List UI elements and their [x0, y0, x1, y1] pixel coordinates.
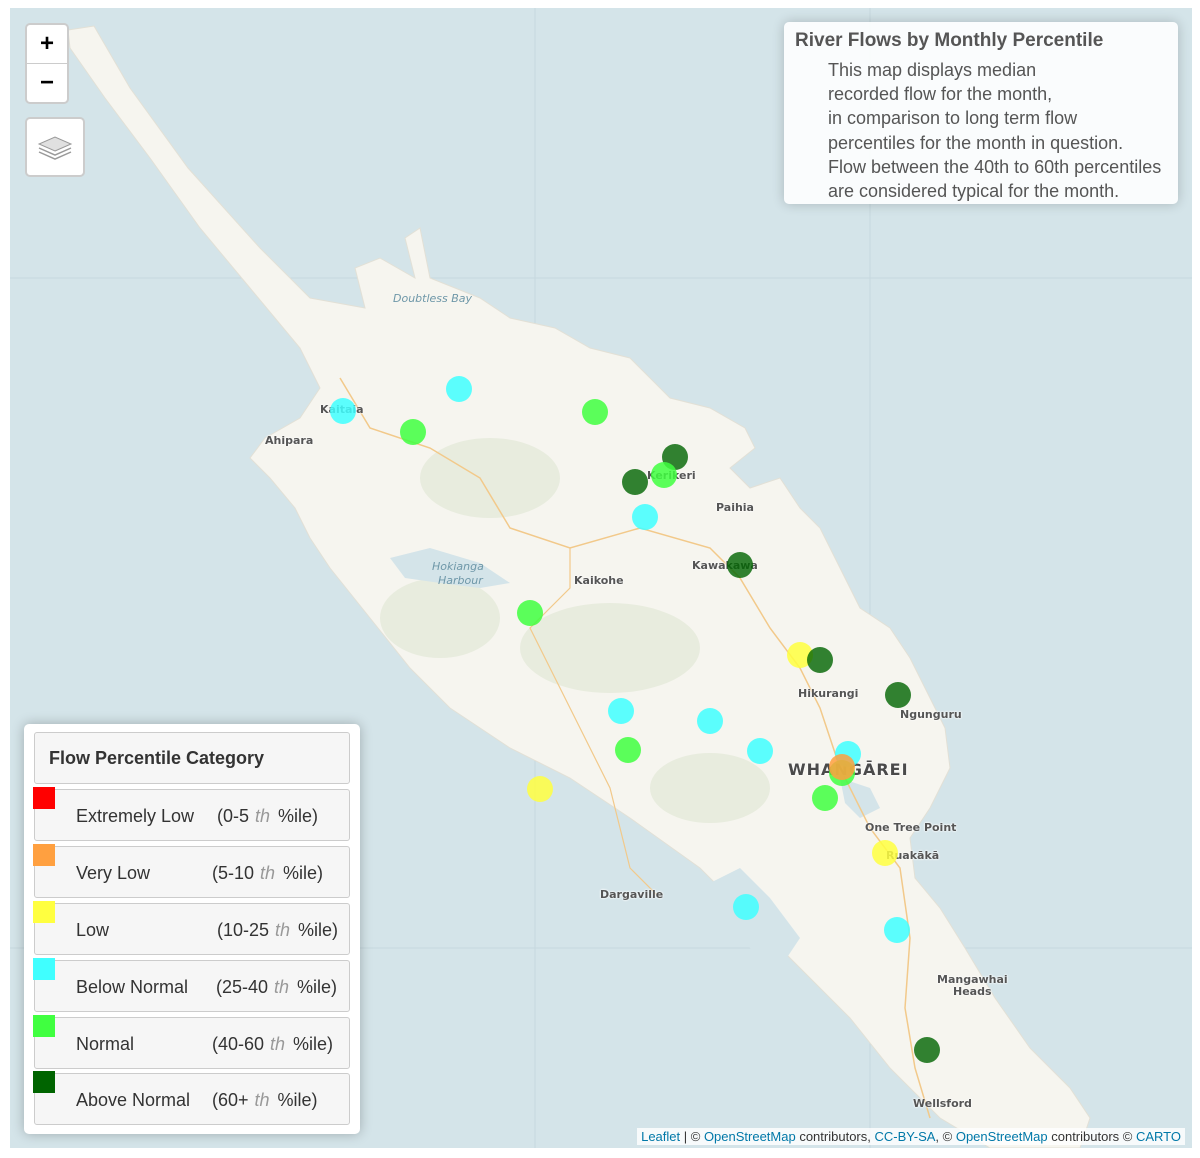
attribution-text: contributors © [1047, 1129, 1136, 1144]
carto-link[interactable]: CARTO [1135, 1129, 1181, 1144]
terrain-patch [650, 753, 770, 823]
ccbysa-link[interactable]: CC-BY-SA [874, 1129, 936, 1144]
flow-site-marker[interactable] [829, 754, 855, 780]
place-mangawhai-heads: Heads [953, 985, 992, 998]
flow-site-marker[interactable] [527, 776, 553, 802]
flow-site-marker[interactable] [400, 419, 426, 445]
legend-row: Above Normal (60+ th %ile) [33, 1071, 350, 1125]
flow-site-marker[interactable] [733, 894, 759, 920]
legend-swatch [33, 958, 55, 980]
legend: Flow Percentile Category Extremely Low (… [24, 724, 360, 1134]
legend-swatch [33, 901, 55, 923]
legend-title: Flow Percentile Category [49, 748, 265, 768]
legend-row: Normal (40-60 th %ile) [33, 1015, 350, 1069]
place-wellsford: Wellsford [913, 1097, 972, 1110]
flow-site-marker[interactable] [330, 398, 356, 424]
place-dargaville: Dargaville [600, 888, 664, 901]
attribution-text: contributors, [795, 1129, 875, 1144]
place-ahipara: Ahipara [265, 434, 314, 447]
flow-site-marker[interactable] [608, 698, 634, 724]
flow-site-marker[interactable] [446, 376, 472, 402]
road-sh12 [529, 548, 661, 899]
place-paihia: Paihia [716, 501, 754, 514]
place-one-tree-point: One Tree Point [865, 821, 957, 834]
legend-row: Low (10-25 th %ile) [33, 901, 350, 955]
legend-name: Very Low [76, 863, 151, 883]
flow-site-marker[interactable] [651, 462, 677, 488]
flow-site-marker[interactable] [697, 708, 723, 734]
legend-range: (60+ th %ile) [212, 1090, 318, 1110]
place-ngunguru: Ngunguru [900, 708, 962, 721]
attribution-text: | © [680, 1129, 704, 1144]
layers-icon [37, 136, 73, 160]
legend-swatch [33, 844, 55, 866]
zoom-out-button[interactable]: − [39, 69, 54, 96]
place-kaikohe: Kaikohe [574, 574, 624, 587]
info-line: recorded flow for the month, [828, 84, 1053, 105]
legend-swatch [33, 787, 55, 809]
legend-row: Very Low (5-10 th %ile) [33, 844, 350, 898]
flow-site-marker[interactable] [807, 647, 833, 673]
flow-site-marker[interactable] [632, 504, 658, 530]
attribution: Leaflet | © OpenStreetMap contributors, … [637, 1128, 1185, 1145]
flow-site-marker[interactable] [622, 469, 648, 495]
water-label-harbour: Harbour [438, 574, 483, 587]
zoom-control: + − [25, 23, 69, 104]
legend-name: Low [76, 920, 110, 940]
flow-site-marker[interactable] [885, 682, 911, 708]
legend-name: Above Normal [76, 1090, 191, 1110]
legend-name: Normal [76, 1034, 135, 1054]
legend-row: Extremely Low (0-5 th %ile) [33, 787, 350, 841]
road-sh1 [339, 377, 931, 1119]
terrain-patch [380, 578, 500, 658]
place-hikurangi: Hikurangi [798, 687, 859, 700]
legend-name: Extremely Low [76, 806, 195, 826]
terrain-patch [520, 603, 700, 693]
info-panel: River Flows by Monthly Percentile This m… [784, 22, 1178, 204]
info-title: River Flows by Monthly Percentile [795, 30, 1104, 51]
terrain-patch [420, 438, 560, 518]
legend-name: Below Normal [76, 977, 189, 997]
flow-site-marker[interactable] [517, 600, 543, 626]
flow-site-marker[interactable] [582, 399, 608, 425]
legend-range: (10-25 th %ile) [217, 920, 339, 940]
legend-row: Below Normal (25-40 th %ile) [33, 958, 350, 1012]
map-basemap [10, 8, 1192, 1148]
info-line: Flow between the 40th to 60th percentile… [828, 156, 1162, 177]
place-ruakaka: Ruakākā [886, 849, 940, 862]
legend-swatch [33, 1015, 55, 1037]
zoom-in-button[interactable]: + [27, 25, 67, 64]
layers-button[interactable] [25, 117, 85, 177]
legend-range: (25-40 th %ile) [216, 977, 338, 997]
osm-link-2[interactable]: OpenStreetMap [955, 1129, 1048, 1144]
info-body: This map displays median recorded flow f… [828, 58, 1161, 203]
legend-header: Flow Percentile Category [34, 732, 350, 784]
hokianga-harbour [390, 548, 510, 588]
info-line: are considered typical for the month. [828, 181, 1120, 202]
water-label-doubtless-bay: Doubtless Bay [393, 292, 473, 305]
map-view[interactable]: Doubtless Bay Hokianga Harbour Kaitaia A… [10, 8, 1192, 1148]
legend-range: (0-5 th %ile) [217, 806, 319, 826]
flow-site-marker[interactable] [914, 1037, 940, 1063]
water-label-hokianga: Hokianga [432, 560, 484, 573]
place-mangawhai: Mangawhai [937, 973, 1008, 986]
info-line: percentiles for the month in question. [828, 132, 1124, 153]
flow-site-marker[interactable] [884, 917, 910, 943]
attribution-text: , © [935, 1129, 956, 1144]
flow-site-marker[interactable] [747, 738, 773, 764]
legend-range: (40-60 th %ile) [212, 1034, 334, 1054]
flow-site-marker[interactable] [727, 552, 753, 578]
info-line: in comparison to long term flow [828, 108, 1078, 129]
flow-site-marker[interactable] [615, 737, 641, 763]
osm-link[interactable]: OpenStreetMap [703, 1129, 796, 1144]
land-northland [67, 25, 1091, 1148]
legend-swatch [33, 1071, 55, 1093]
flow-site-marker[interactable] [872, 840, 898, 866]
legend-range: (5-10 th %ile) [212, 863, 324, 883]
info-line: This map displays median [828, 60, 1037, 80]
flow-site-marker[interactable] [812, 785, 838, 811]
leaflet-link[interactable]: Leaflet [641, 1129, 681, 1144]
